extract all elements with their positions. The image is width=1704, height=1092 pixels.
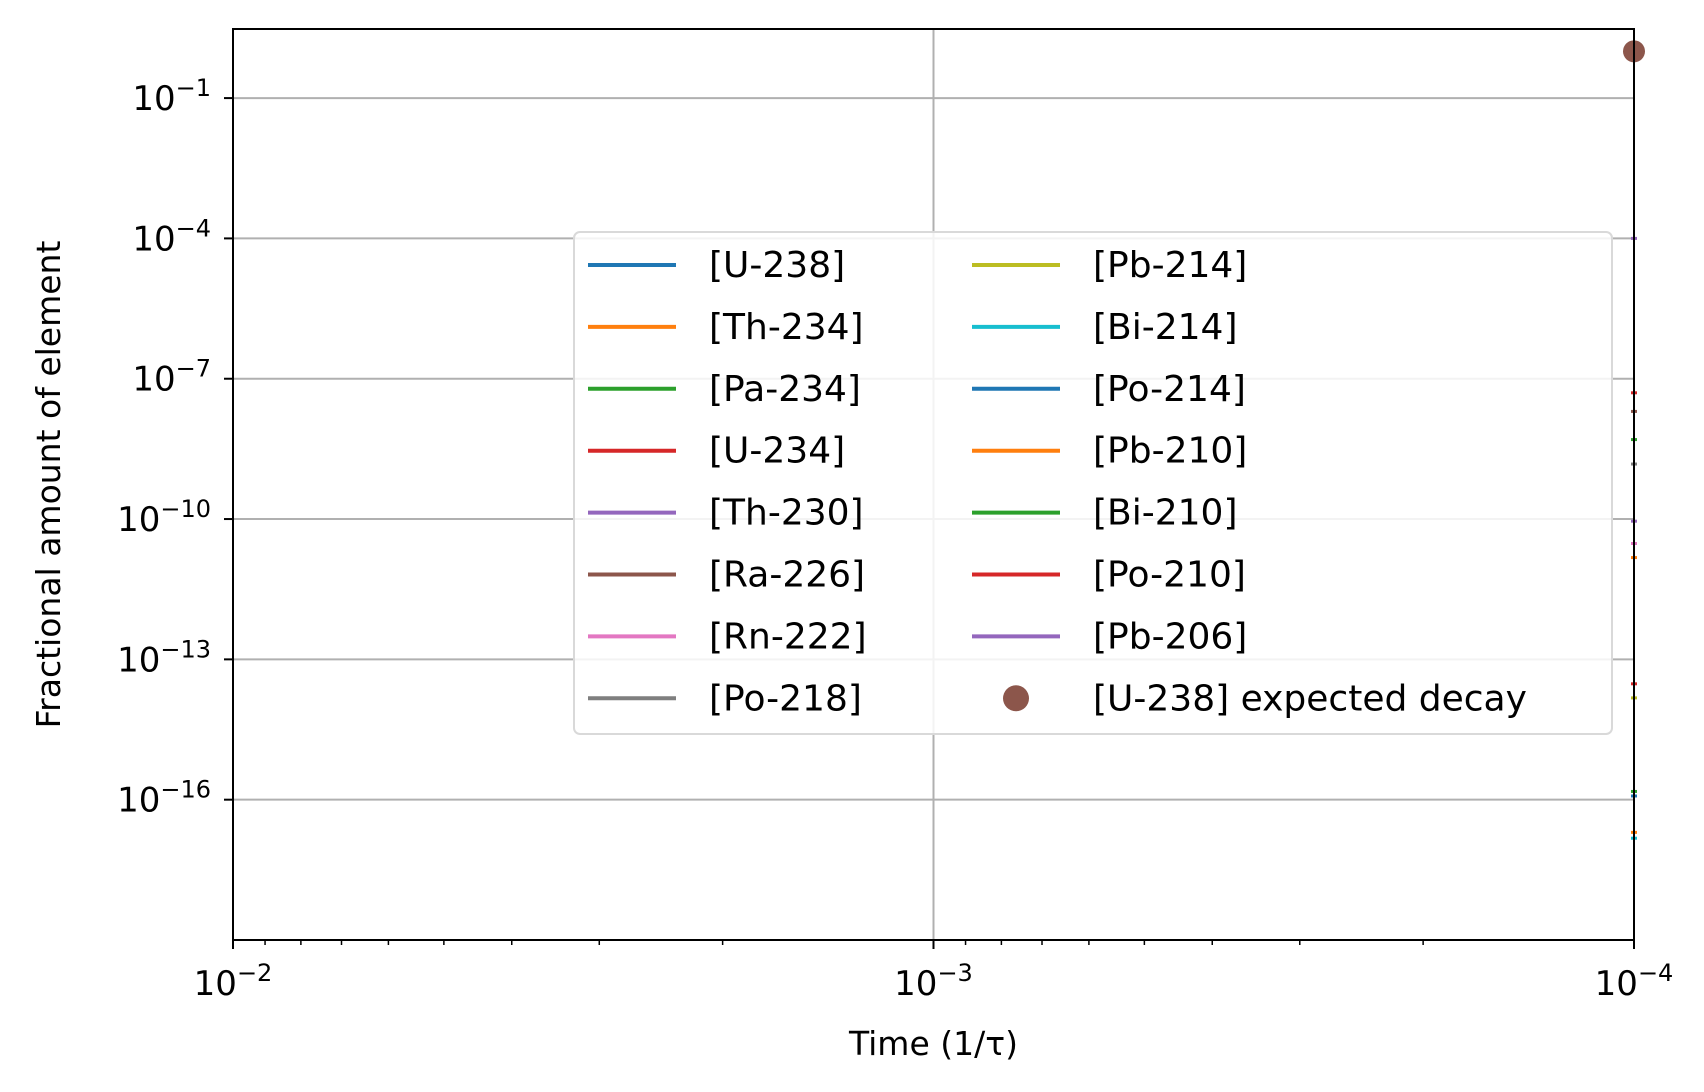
legend-label: [U-238] expected decay [1093, 678, 1527, 719]
legend-label: [Th-234] [709, 307, 864, 348]
legend: [U-238] [Th-234] [Pa-234] [U-234] [Th-230] [R… [573, 231, 1613, 735]
legend-label: [Pb-210] [1093, 431, 1247, 472]
x-tick-label: 10−4 [1595, 959, 1674, 1004]
y-tick-label: 10−4 [132, 214, 211, 259]
y-tick-label-exponent: −1 [176, 74, 211, 102]
y-tick-label-base: 10 [117, 500, 160, 540]
legend-label: [U-238] [709, 245, 845, 286]
x-axis-label: Time (1/τ) [848, 1024, 1018, 1063]
x-tick-label: 10−3 [894, 959, 973, 1004]
legend-label: [Bi-210] [1093, 493, 1238, 534]
legend-label: [Bi-214] [1093, 307, 1238, 348]
y-tick-label: 10−10 [117, 495, 211, 540]
y-tick-label: 10−13 [117, 635, 211, 680]
legend-label: [Po-218] [709, 678, 862, 719]
y-tick-label-exponent: −16 [160, 776, 211, 804]
legend-label: [Po-210] [1093, 555, 1246, 596]
legend-label: [Pa-234] [709, 369, 861, 410]
x-tick-label: 10−2 [194, 959, 273, 1004]
y-tick-label-exponent: −4 [176, 214, 211, 242]
legend-label: [U-234] [709, 431, 845, 472]
legend-label: [Pb-206] [1093, 616, 1247, 657]
x-tick-label-base: 10 [894, 964, 937, 1004]
legend-label: [Po-214] [1093, 369, 1246, 410]
legend-box [573, 231, 1613, 735]
y-tick-label-base: 10 [117, 640, 160, 680]
x-tick-label-base: 10 [194, 964, 237, 1004]
y-tick-label-exponent: −10 [160, 495, 211, 523]
legend-label: [Th-230] [709, 493, 864, 534]
y-tick-label-base: 10 [132, 360, 175, 400]
y-tick-label: 10−16 [117, 776, 211, 821]
y-tick-label: 10−1 [132, 74, 211, 119]
x-tick-label-exponent: −2 [237, 959, 272, 987]
y-tick-label-base: 10 [132, 79, 175, 119]
y-tick-label-base: 10 [132, 219, 175, 259]
y-tick-label-exponent: −13 [160, 635, 211, 663]
x-tick-label-exponent: −4 [1638, 959, 1673, 987]
legend-marker [1003, 685, 1029, 712]
y-tick-label-base: 10 [117, 781, 160, 821]
legend-label: [Pb-214] [1093, 245, 1247, 286]
y-axis-label: Fractional amount of element [29, 241, 68, 729]
legend-label: [Rn-222] [709, 616, 867, 657]
legend-label: [Ra-226] [709, 555, 865, 596]
x-tick-label-exponent: −3 [937, 959, 972, 987]
y-tick-label-exponent: −7 [176, 355, 211, 383]
x-tick-label-base: 10 [1595, 964, 1638, 1004]
y-tick-label: 10−7 [132, 355, 211, 400]
